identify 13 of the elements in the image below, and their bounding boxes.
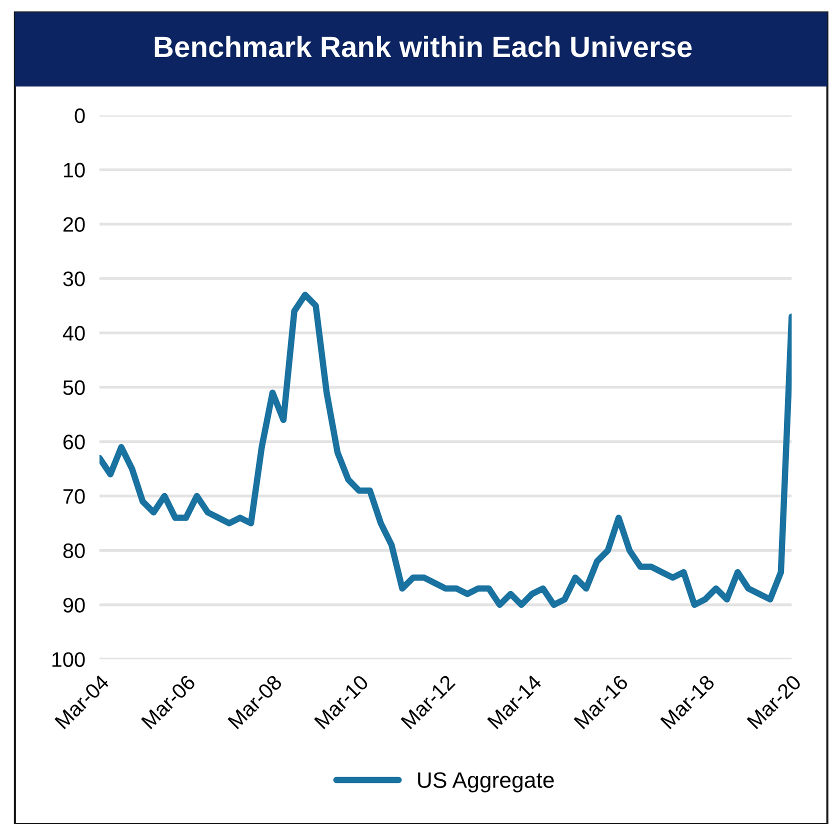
legend-label: US Aggregate [418,772,554,792]
y-tick-label: 40 [62,326,85,341]
y-tick-label: 60 [63,434,85,450]
y-tick-label: 0 [74,108,85,124]
y-tick-label: 20 [63,217,85,232]
y-tick-label: 30 [63,272,85,286]
y-tick-label: 90 [63,598,85,613]
y-tick-label: 10 [64,162,85,178]
y-tick-label: 80 [63,543,85,558]
chart-title: Benchmark Rank within Each Universe [154,36,692,58]
y-tick-label: 50 [63,380,85,396]
y-tick-label: 70 [63,489,85,504]
y-tick-label: 100 [52,652,85,667]
